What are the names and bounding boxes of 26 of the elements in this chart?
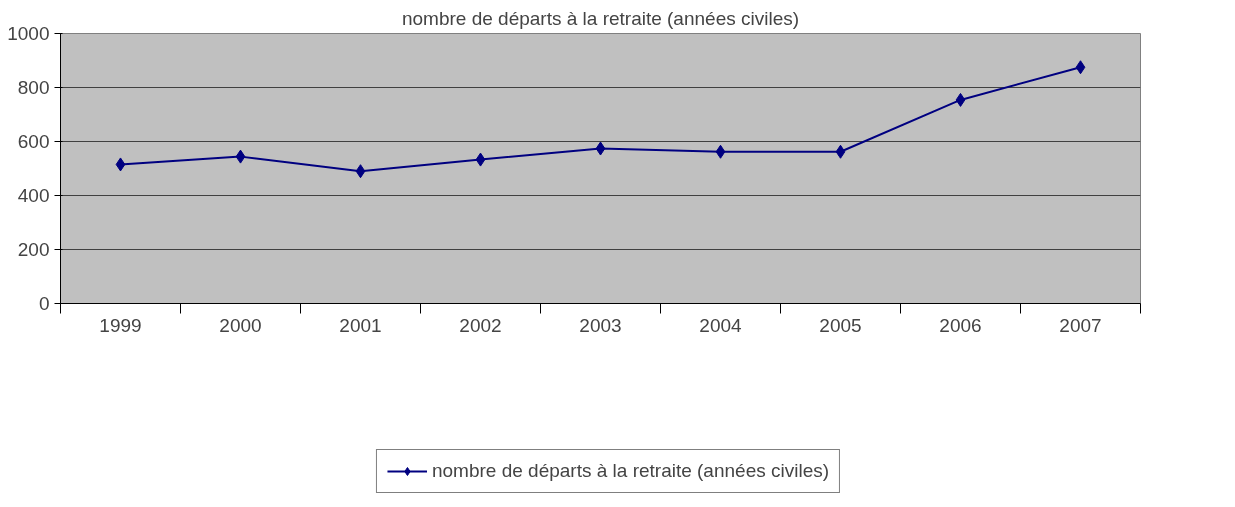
legend-label: nombre de départs à la retraite (années civiles) bbox=[431, 460, 830, 482]
y-tick-label: 1000 bbox=[7, 23, 50, 44]
point bbox=[235, 149, 246, 164]
point bbox=[1075, 60, 1086, 75]
x-tick-label: 2006 bbox=[939, 314, 982, 336]
x-tick-label: 2007 bbox=[1059, 314, 1102, 336]
point bbox=[475, 152, 486, 167]
x-tick-label: 1999 bbox=[99, 314, 142, 336]
point bbox=[355, 164, 366, 179]
x-tick-label: 2002 bbox=[459, 314, 502, 336]
y-tick-label: 800 bbox=[17, 77, 50, 98]
y-tick-label: 0 bbox=[38, 293, 50, 314]
x-tick-label: 2005 bbox=[819, 314, 862, 336]
x-tick-label: 2004 bbox=[699, 314, 743, 336]
y-tick-label: 200 bbox=[17, 239, 50, 260]
point bbox=[955, 92, 966, 107]
x-tick-label: 2000 bbox=[219, 314, 262, 336]
x-tick-label: 2001 bbox=[339, 314, 382, 336]
x-tick-label: 2003 bbox=[579, 314, 622, 336]
y-tick-label: 400 bbox=[17, 185, 50, 206]
point bbox=[595, 141, 606, 156]
point bbox=[715, 144, 726, 159]
chart-title: nombre de départs à la retraite (années civiles) bbox=[401, 7, 800, 29]
point bbox=[835, 144, 846, 159]
point bbox=[115, 157, 126, 172]
y-tick-label: 600 bbox=[17, 131, 50, 152]
